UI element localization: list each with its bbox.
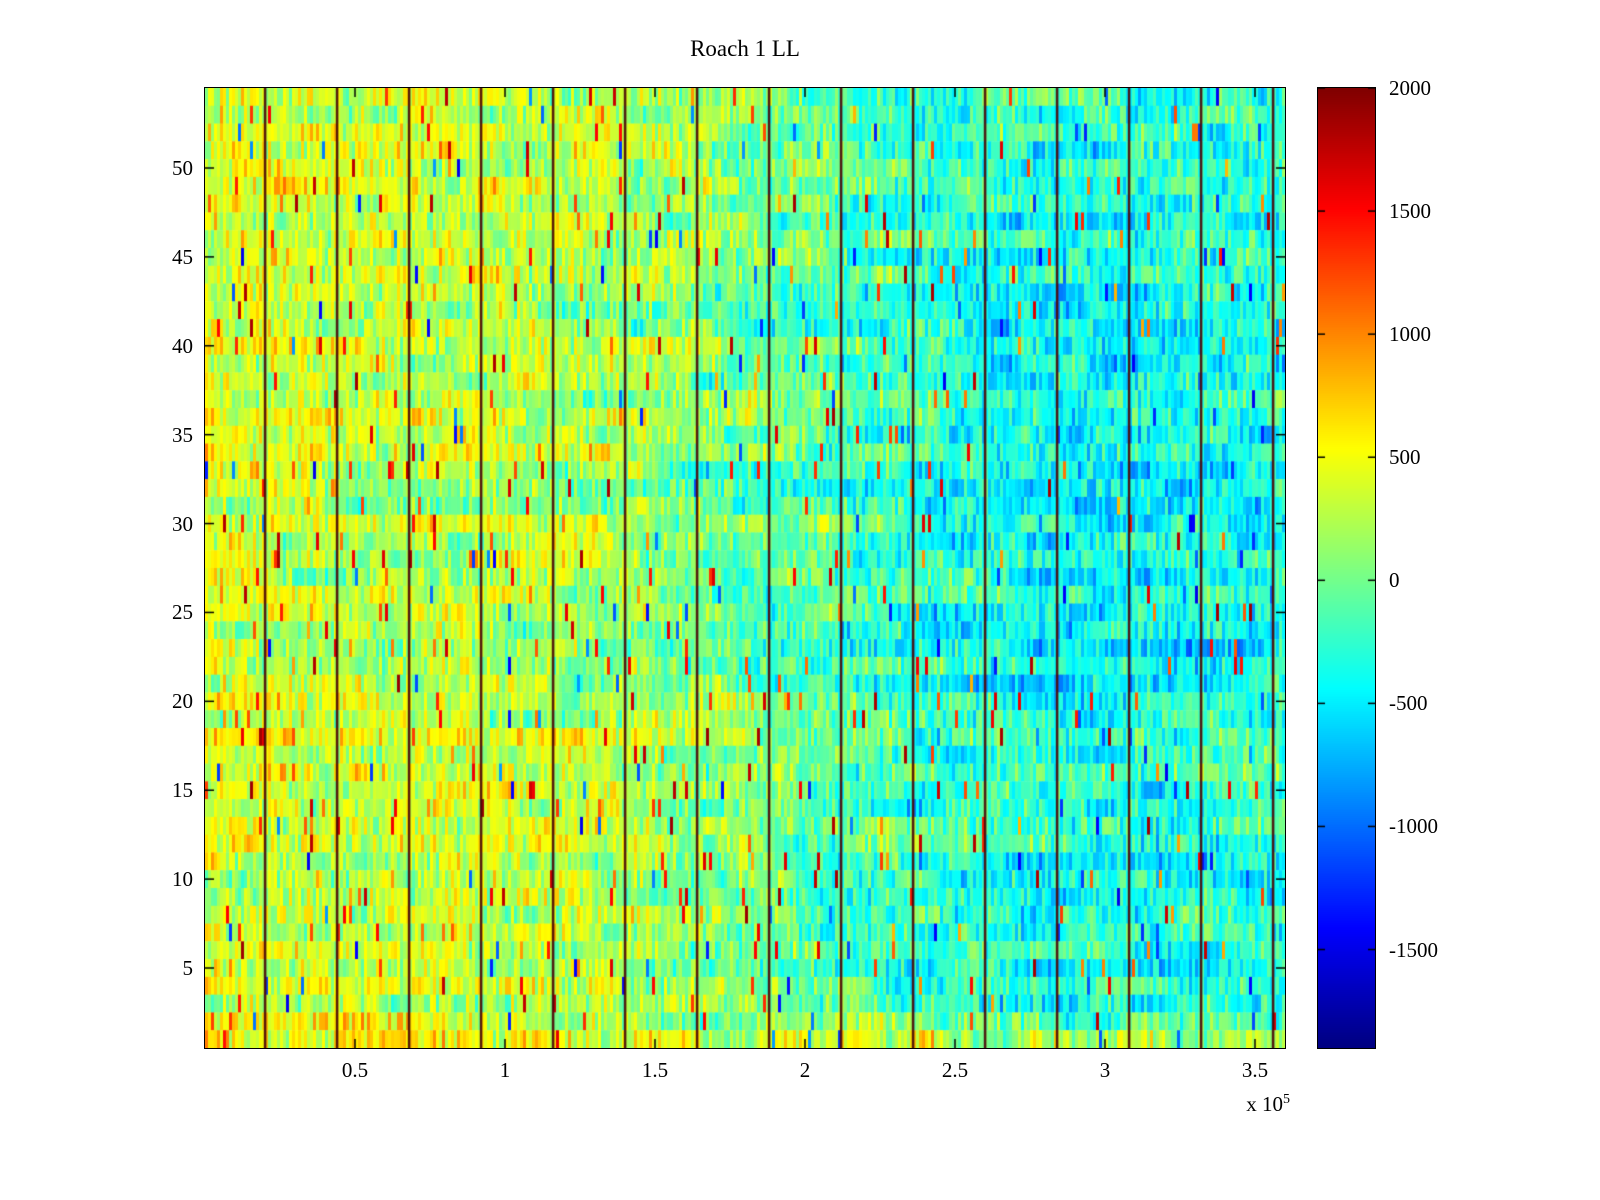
y-tick-label: 40: [172, 333, 193, 358]
y-tick-label: 45: [172, 244, 193, 269]
plot-area: [204, 87, 1286, 1049]
y-tick-label: 10: [172, 867, 193, 892]
y-tick-label: 50: [172, 156, 193, 180]
colorbar-tick-label: -1500: [1389, 937, 1438, 962]
x-tick-label: 2.5: [941, 1058, 969, 1082]
y-tick-label: 25: [172, 600, 193, 625]
colorbar-frame: [1317, 87, 1376, 1049]
colorbar-tick-label: 0: [1389, 568, 1400, 593]
colorbar-tick-label: -1000: [1389, 814, 1438, 839]
exponent-prefix: x 10: [1246, 1092, 1283, 1116]
colorbar-tick-label: 1500: [1389, 199, 1431, 224]
exponent-value: 5: [1283, 1092, 1290, 1107]
colorbar-tick-label: 500: [1389, 445, 1421, 470]
y-tick-label: 30: [172, 511, 193, 536]
x-tick-label: 0.5: [341, 1058, 369, 1082]
y-tick-label: 20: [172, 689, 193, 714]
x-tick-label: 3: [1099, 1058, 1111, 1082]
x-tick-label: 1: [499, 1058, 511, 1082]
colorbar-tick-label: 1000: [1389, 322, 1431, 347]
colorbar-canvas: [1318, 88, 1375, 1048]
y-tick-label: 35: [172, 422, 193, 447]
x-axis-exponent-label: x 105: [1140, 1092, 1290, 1117]
colorbar-tick-label: -500: [1389, 691, 1428, 716]
heatmap-canvas: [205, 88, 1285, 1048]
y-tick-label: 5: [182, 956, 194, 980]
x-tick-label: 2: [799, 1058, 811, 1082]
x-tick-label: 3.5: [1241, 1058, 1269, 1082]
y-tick-label: 15: [172, 778, 193, 803]
colorbar-tick-label: 2000: [1389, 76, 1431, 100]
x-tick-label: 1.5: [641, 1058, 669, 1082]
chart-title: Roach 1 LL: [690, 36, 800, 61]
